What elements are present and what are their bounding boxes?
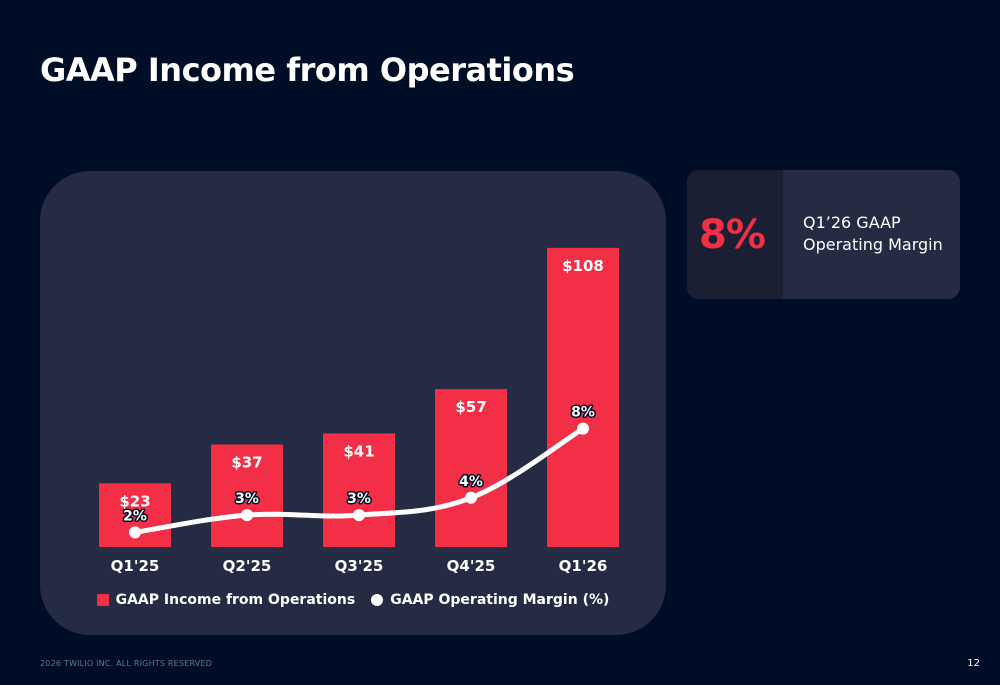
margin-point-0 [129,526,141,539]
bar-value-label-2: $41 [343,442,374,460]
kpi-card: 8% Q1’26 GAAP Operating Margin [687,170,960,299]
chart-legend: GAAP Income from Operations GAAP Operati… [40,592,666,608]
margin-point-2 [353,509,365,522]
legend-bar-swatch [96,594,109,606]
legend-label-margin: GAAP Operating Margin (%) [390,592,610,608]
bar-value-label-4: $108 [562,257,604,275]
margin-value-label-1: 3% [235,491,259,507]
kpi-value-box: 8% [687,170,783,299]
page-title: GAAP Income from Operations [40,51,575,89]
bar-series [99,247,619,547]
bar-value-labels: $23 $37 $41 $57 $108 [119,257,604,510]
category-label-1: Q2'25 [223,557,272,575]
margin-point-1 [241,509,253,522]
category-label-0: Q1'25 [111,557,160,575]
bar-1 [211,444,283,547]
margin-point-4 [577,422,589,435]
bar-value-label-3: $57 [455,398,486,416]
margin-value-labels: 2% 3% 3% 4% 8% [122,403,597,526]
bar-2 [323,433,395,547]
page-number: 12 [967,658,980,669]
margin-value-label-3: 4% [459,474,483,490]
legend-item-income: GAAP Income from Operations [96,592,356,608]
legend-dot-swatch [371,594,384,606]
margin-value-label-0: 2% [123,508,147,524]
category-label-3: Q4'25 [447,557,496,575]
bar-value-label-1: $37 [231,454,262,472]
chart-panel: $23 $37 $41 $57 $108 2% 3% 3% 4% 8% Q1'25 Q2'25 Q3'2… [40,171,666,635]
copyright-footer: 2026 TWILIO INC. ALL RIGHTS RESERVED [40,659,213,668]
category-label-2: Q3'25 [335,557,384,575]
legend-item-margin: GAAP Operating Margin (%) [371,592,609,608]
bar-value-label-0: $23 [119,492,150,510]
income-chart: $23 $37 $41 $57 $108 2% 3% 3% 4% 8% Q1'25 Q2'25 Q3'2… [99,247,619,575]
bar-4 [547,247,619,547]
kpi-caption: Q1’26 GAAP Operating Margin [803,212,953,256]
margin-value-label-4: 8% [571,405,595,421]
margin-point-3 [465,491,477,504]
bar-3 [435,389,507,547]
kpi-value: 8% [699,211,766,258]
category-label-4: Q1'26 [559,557,608,575]
margin-value-label-2: 3% [347,491,371,507]
margin-line-series [129,422,589,539]
category-labels: Q1'25 Q2'25 Q3'25 Q4'25 Q1'26 [111,557,608,575]
kpi-caption-line1: Q1’26 GAAP [803,213,901,232]
legend-label-income: GAAP Income from Operations [115,592,356,608]
kpi-caption-line2: Operating Margin [803,235,943,254]
